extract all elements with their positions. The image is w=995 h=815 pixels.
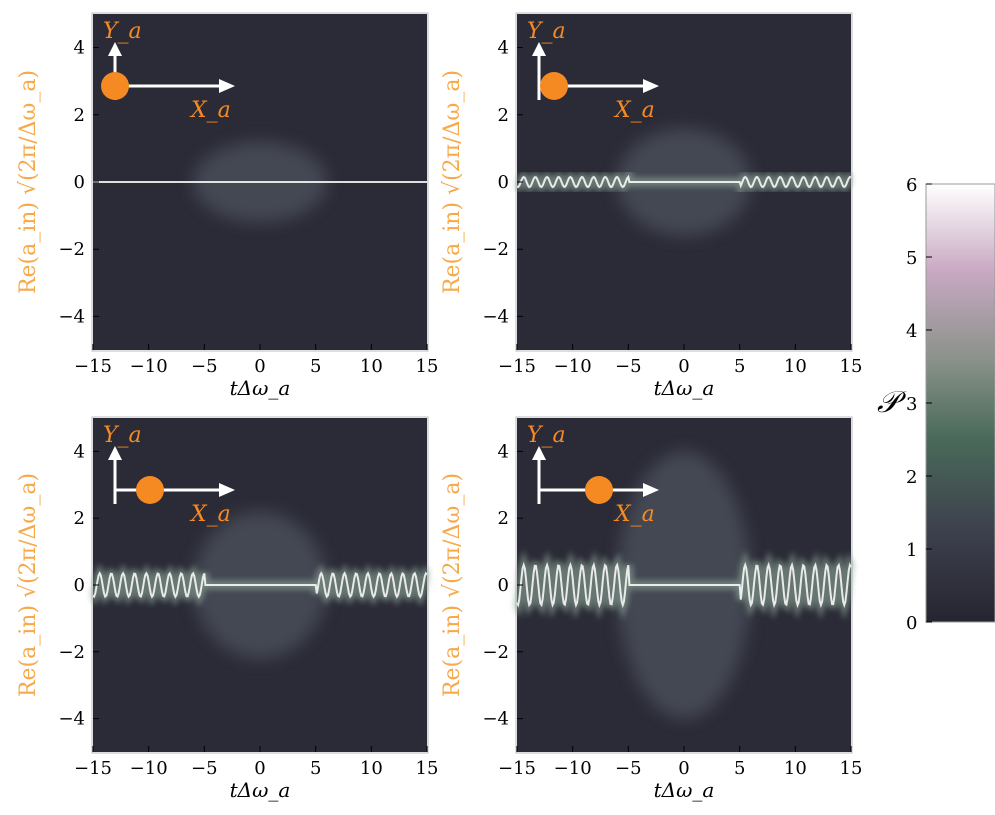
y-arrow-head <box>108 446 122 460</box>
colorbar-tick-label: 0 <box>906 613 917 634</box>
x-tick-label: −5 <box>191 356 218 377</box>
x-arrow-head <box>643 483 659 497</box>
y-tick-label: −2 <box>482 239 509 260</box>
x-tick-label: −5 <box>191 758 218 779</box>
x-tick-label: −10 <box>130 758 168 779</box>
y-tick-label: 4 <box>498 38 509 59</box>
x-tick-label: −5 <box>615 356 642 377</box>
panel-top-left: −15 −10 −5 0 5 10 15 4 2 0 −2 −4 tΔω_a Re(a_in) √(2π/… <box>16 12 439 400</box>
inset-x-label: X_a <box>189 98 231 123</box>
x-tick-label: 5 <box>734 758 745 779</box>
x-tick-label: 5 <box>310 356 321 377</box>
coherent-state-dot <box>101 72 129 100</box>
x-tick-label: 10 <box>360 758 383 779</box>
phase-space-inset: X_a Y_a <box>103 423 235 527</box>
colorbar-tick-label: 5 <box>906 248 917 269</box>
y-axis-label: Re(a_in) √(2π/Δω_a) <box>440 70 465 294</box>
y-tick-label: 4 <box>498 441 509 462</box>
inset-x-label: X_a <box>189 502 231 527</box>
x-axis-label: tΔω_a <box>230 778 291 802</box>
x-tick-label: 5 <box>734 356 745 377</box>
y-tick-label: −2 <box>482 642 509 663</box>
y-arrow-head <box>532 42 546 56</box>
y-tick-label: 2 <box>74 508 85 529</box>
x-tick-label: −10 <box>130 356 168 377</box>
coherent-state-dot <box>136 476 164 504</box>
x-axis-label: tΔω_a <box>654 376 715 400</box>
phase-space-inset: X_a Y_a <box>527 423 659 527</box>
x-arrow-head <box>219 79 235 93</box>
colorbar: 6 5 4 3 2 1 0 𝒫 <box>877 175 995 634</box>
y-tick-label: 0 <box>498 172 509 193</box>
x-tick-label: −10 <box>554 356 592 377</box>
x-axis-label: tΔω_a <box>230 376 291 400</box>
x-arrow-head <box>219 483 235 497</box>
x-tick-label: 10 <box>360 356 383 377</box>
x-tick-label: 0 <box>254 758 265 779</box>
y-tick-label: −4 <box>58 709 85 730</box>
signal-line <box>92 571 428 599</box>
x-tick-label: −15 <box>498 758 536 779</box>
x-tick-label: 10 <box>784 356 807 377</box>
colorbar-tick-label: 3 <box>906 394 917 415</box>
colorbar-tick-label: 1 <box>906 540 917 561</box>
x-tick-label: 0 <box>678 356 689 377</box>
signal-line <box>516 174 852 189</box>
y-tick-label: −4 <box>58 306 85 327</box>
x-tick-label: 0 <box>678 758 689 779</box>
x-tick-label: 15 <box>416 758 439 779</box>
panel-bottom-left: −15 −10 −5 0 5 10 15 4 2 0 −2 −4 tΔω_a Re(a_in) √(2π/… <box>16 416 439 802</box>
x-tick-label: −15 <box>74 356 112 377</box>
colorbar-gradient <box>925 183 995 623</box>
phase-space-inset: X_a Y_a <box>527 19 659 123</box>
x-tick-label: 5 <box>310 758 321 779</box>
y-arrow-head <box>532 446 546 460</box>
colorbar-tick-label: 2 <box>906 467 917 488</box>
x-tick-label: 0 <box>254 356 265 377</box>
phase-space-inset: X_a Y_a <box>101 19 235 123</box>
y-arrow-head <box>108 42 122 56</box>
x-tick-label: 10 <box>784 758 807 779</box>
x-arrow-head <box>643 79 659 93</box>
y-tick-label: 0 <box>498 575 509 596</box>
y-axis-label: Re(a_in) √(2π/Δω_a) <box>16 473 41 697</box>
x-tick-label: 15 <box>416 356 439 377</box>
y-tick-label: −4 <box>482 306 509 327</box>
signal-line <box>516 561 852 609</box>
inset-x-label: X_a <box>613 502 655 527</box>
coherent-state-dot <box>585 476 613 504</box>
y-tick-label: 2 <box>498 508 509 529</box>
y-tick-label: −2 <box>58 642 85 663</box>
inset-y-label: Y_a <box>527 19 566 44</box>
x-tick-label: −10 <box>554 758 592 779</box>
panel-top-right: −15 −10 −5 0 5 10 15 4 2 0 −2 −4 tΔω_a Re(a_in) √(2π/… <box>440 12 863 400</box>
colorbar-tick-label: 4 <box>906 321 917 342</box>
y-tick-label: 2 <box>498 105 509 126</box>
colorbar-tick-label: 6 <box>906 175 917 196</box>
panel-bottom-right: −15 −10 −5 0 5 10 15 4 2 0 −2 −4 tΔω_a Re(a_in) √(2π/… <box>440 416 863 802</box>
y-tick-label: 2 <box>74 105 85 126</box>
y-tick-label: 0 <box>74 172 85 193</box>
inset-y-label: Y_a <box>103 423 142 448</box>
y-axis-label: Re(a_in) √(2π/Δω_a) <box>16 70 41 294</box>
x-axis-label: tΔω_a <box>654 778 715 802</box>
x-tick-label: −15 <box>74 758 112 779</box>
x-tick-label: 15 <box>840 356 863 377</box>
y-tick-label: 0 <box>74 575 85 596</box>
coherent-state-dot <box>540 72 568 100</box>
colorbar-label: 𝒫 <box>877 385 907 420</box>
y-tick-label: −2 <box>58 239 85 260</box>
y-tick-label: −4 <box>482 709 509 730</box>
x-tick-label: −5 <box>615 758 642 779</box>
y-tick-label: 4 <box>74 38 85 59</box>
y-axis-label: Re(a_in) √(2π/Δω_a) <box>440 473 465 697</box>
y-tick-label: 4 <box>74 441 85 462</box>
x-tick-label: 15 <box>840 758 863 779</box>
inset-x-label: X_a <box>613 98 655 123</box>
inset-y-label: Y_a <box>527 423 566 448</box>
x-tick-label: −15 <box>498 356 536 377</box>
inset-y-label: Y_a <box>103 19 142 44</box>
